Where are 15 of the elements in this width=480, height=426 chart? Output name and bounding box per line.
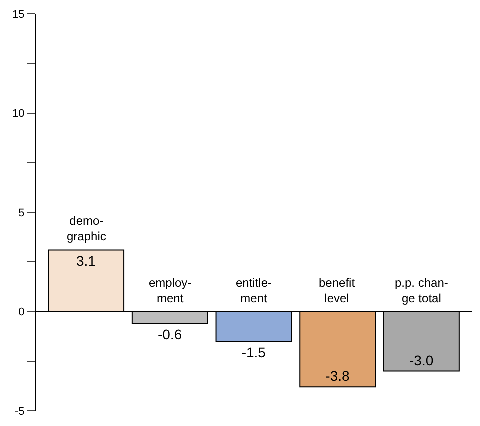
y-tick-label: 5 <box>18 207 25 220</box>
y-tick-label: 15 <box>12 8 25 21</box>
x-tick-label: p.p. chan- ge total <box>395 276 448 306</box>
x-tick-label: entitle- ment <box>236 276 272 306</box>
data-label: -3.0 <box>410 352 434 368</box>
y-tick-label: 0 <box>18 306 25 319</box>
x-tick-label: benefit level <box>319 276 356 306</box>
data-label: -1.5 <box>242 344 266 361</box>
x-tick-label: employ- ment <box>149 276 192 306</box>
data-label: -0.6 <box>158 326 182 343</box>
data-label: 3.1 <box>76 253 96 270</box>
y-tick-label: 10 <box>12 108 25 120</box>
y-tick-label: -5 <box>15 406 25 418</box>
data-label: -3.8 <box>326 368 350 384</box>
x-tick-label: demo- graphic <box>67 214 106 244</box>
